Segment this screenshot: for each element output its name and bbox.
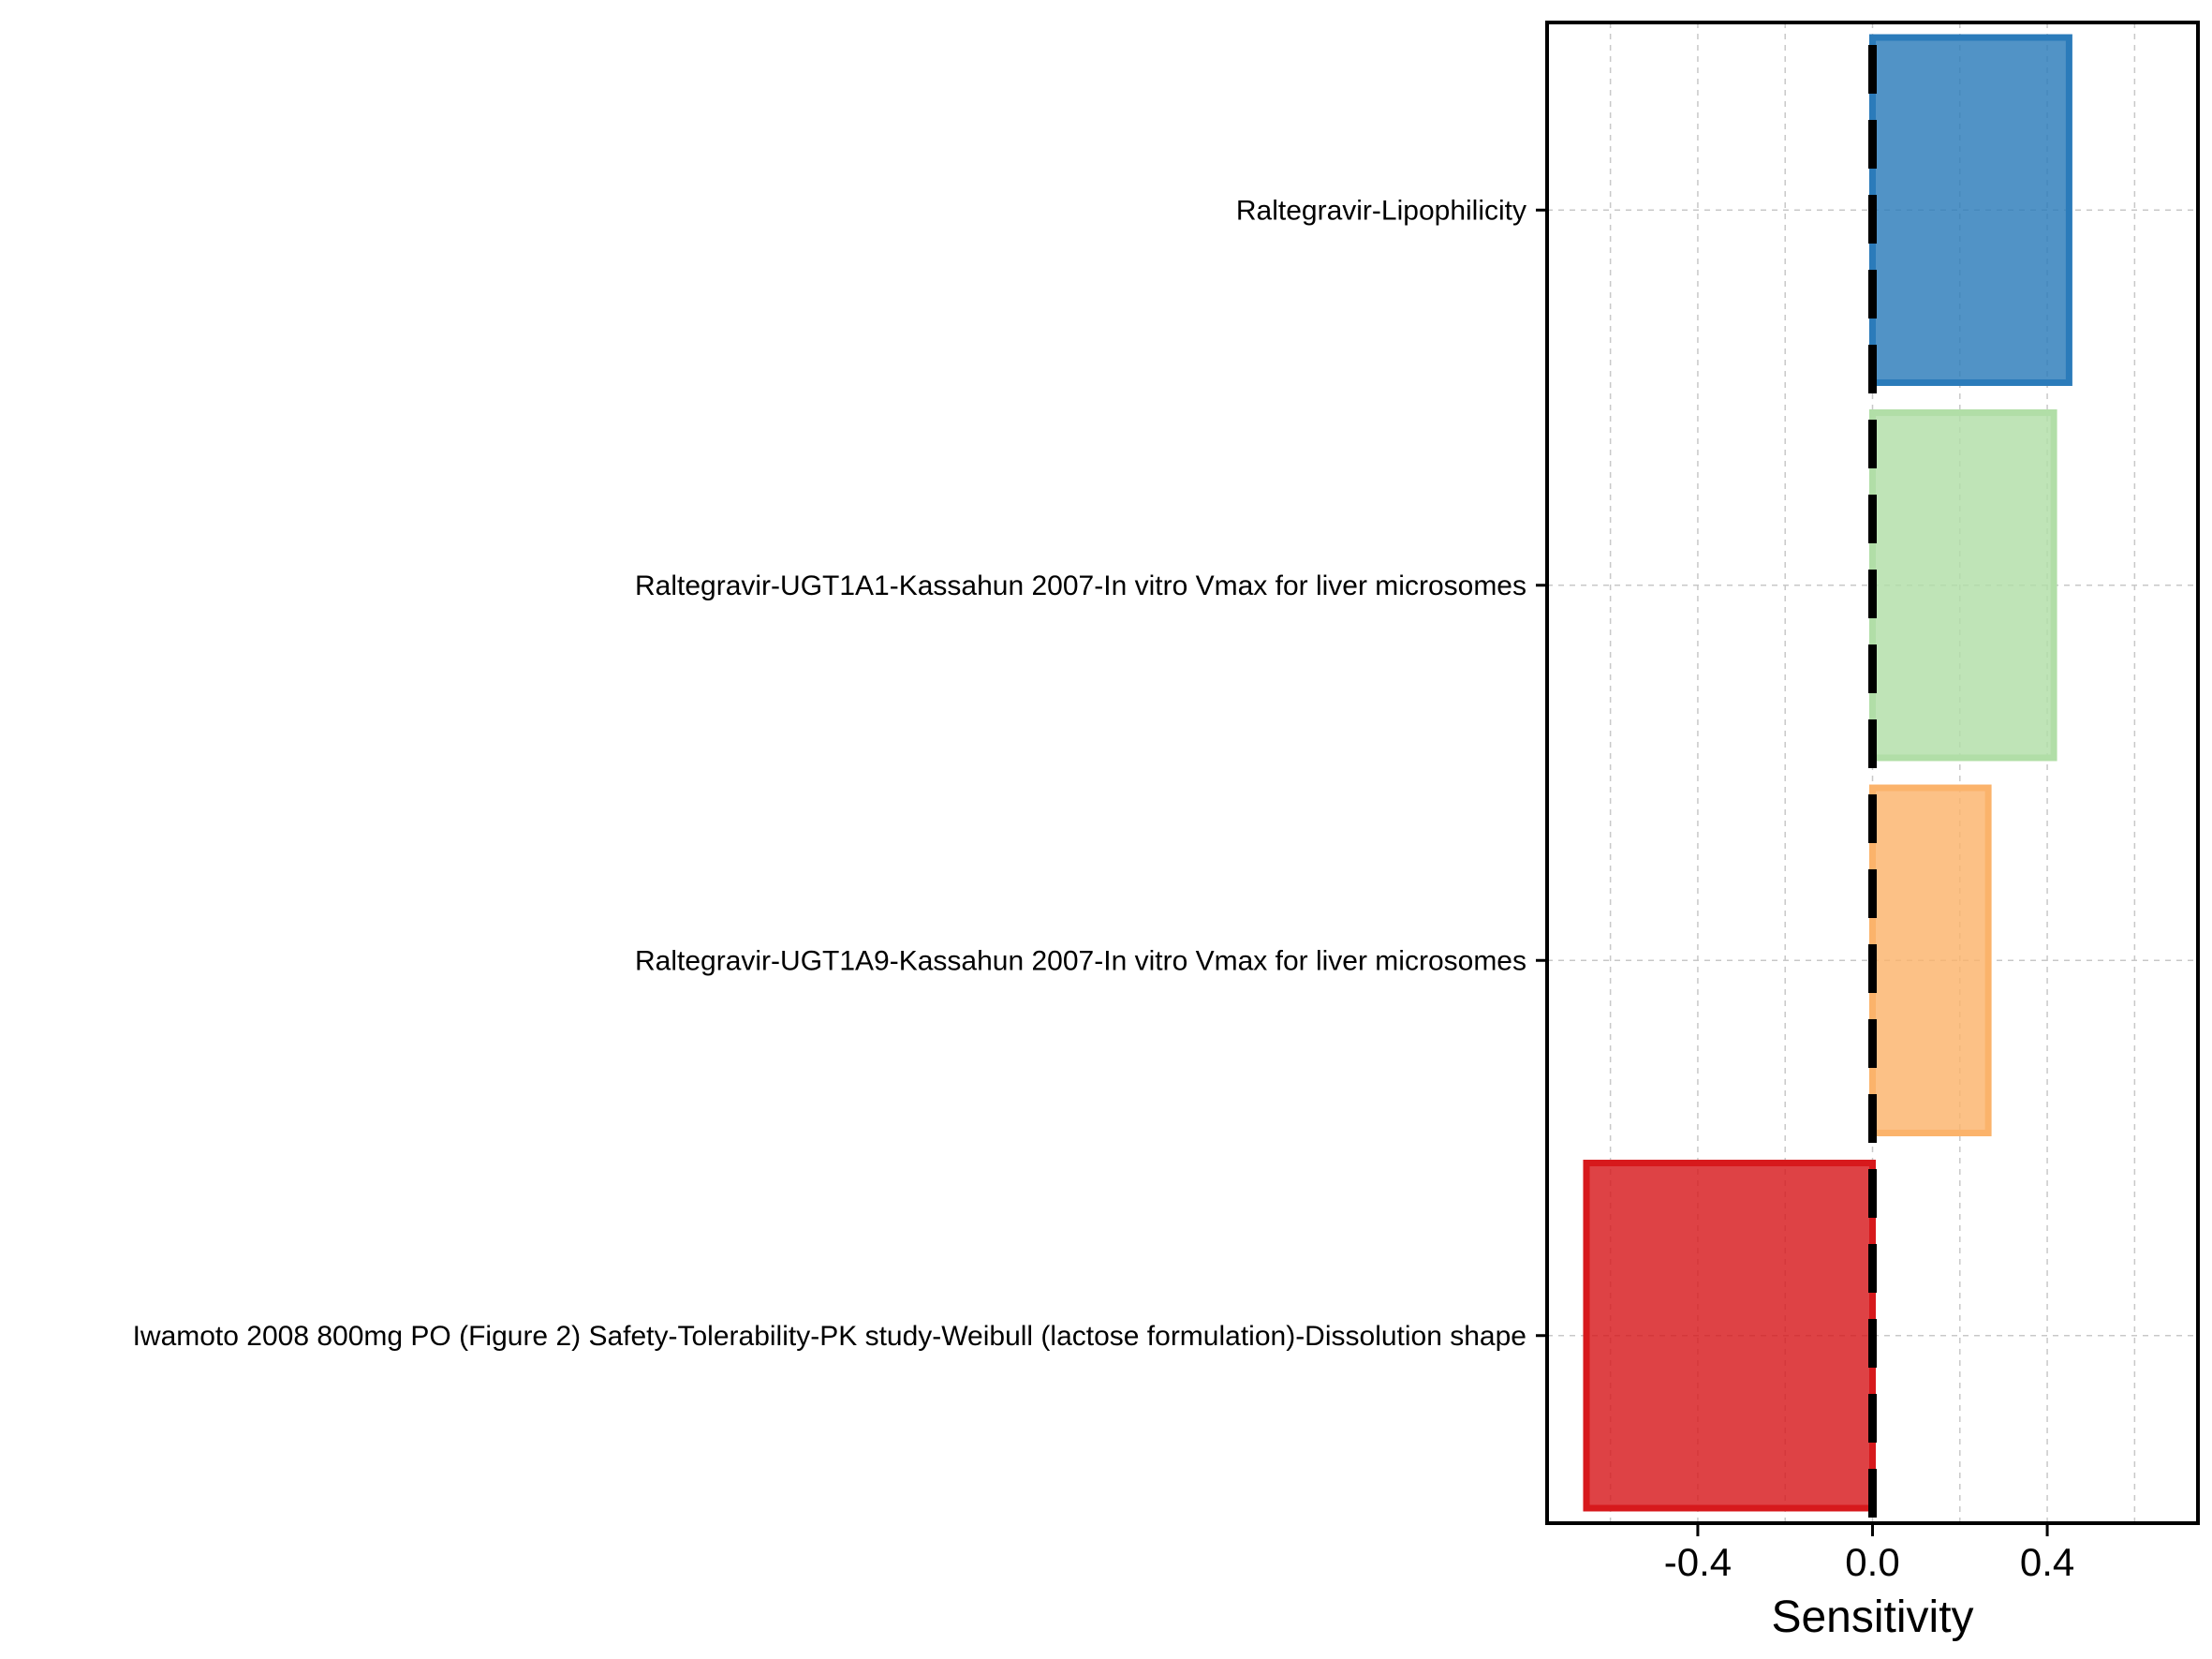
bar: [1869, 784, 1992, 1136]
category-label: Raltegravir-UGT1A1-Kassahun 2007-In vitr…: [635, 570, 1526, 601]
x-tick-label: 0.0: [1845, 1540, 1899, 1584]
bar-layer: [1583, 34, 2072, 1512]
category-label: Iwamoto 2008 800mg PO (Figure 2) Safety-…: [133, 1321, 1526, 1352]
bar: [1869, 409, 2057, 762]
x-tick-label: 0.4: [2020, 1540, 2074, 1584]
x-axis-title: Sensitivity: [1771, 1592, 1973, 1642]
x-tick-label: -0.4: [1664, 1540, 1732, 1584]
category-label: Raltegravir-Lipophilicity: [1236, 195, 1526, 226]
bar: [1583, 1160, 1876, 1512]
label-layer: Raltegravir-Lipophilicity Raltegravir-UGT…: [133, 195, 1526, 1352]
bar: [1869, 34, 2072, 386]
tick-layer: -0.4 0.0 0.4: [1536, 208, 2074, 1584]
category-label: Raltegravir-UGT1A9-Kassahun 2007-In vitr…: [635, 945, 1526, 976]
